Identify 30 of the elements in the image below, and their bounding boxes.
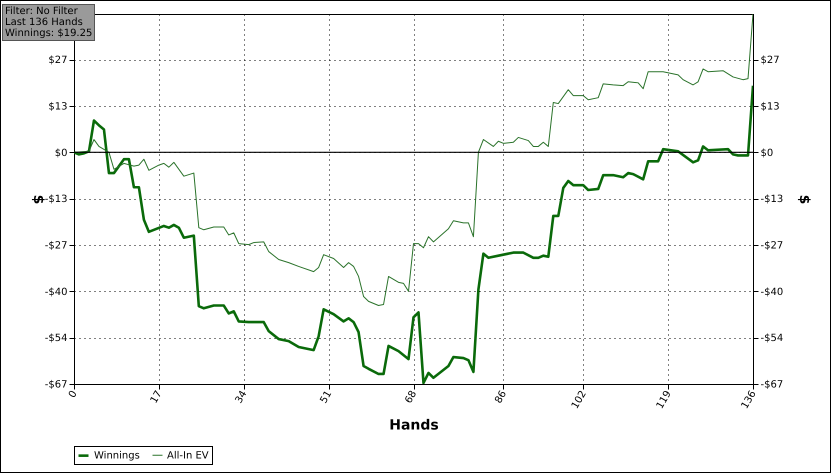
x-tick-label: 68 xyxy=(403,389,420,406)
x-tick-label: 34 xyxy=(234,389,250,406)
y2-axis-title: $ xyxy=(796,194,812,204)
y2-tick-label: -$67 xyxy=(760,380,784,390)
y2-tick-label: $13 xyxy=(760,101,780,112)
y-tick-label: -$40 xyxy=(44,286,68,298)
x-axis-title: Hands xyxy=(389,418,439,434)
y-tick-label: $0 xyxy=(54,148,68,159)
legend-label: All-In EV xyxy=(167,450,209,462)
y-tick-label: -$67 xyxy=(44,380,68,390)
x-tick-label: 17 xyxy=(148,389,165,406)
y2-tick-label: -$13 xyxy=(760,194,784,206)
y2-tick-label: -$40 xyxy=(760,286,784,298)
y2-tick-label: -$27 xyxy=(760,240,784,252)
legend-label: Winnings xyxy=(94,450,140,462)
y-tick-label: $27 xyxy=(48,55,68,66)
y-axis-title: $ xyxy=(30,194,46,204)
x-tick-label: 0 xyxy=(66,389,80,400)
y2-tick-label: $27 xyxy=(760,55,780,66)
y-tick-label: -$27 xyxy=(44,240,68,252)
x-tick-label: 51 xyxy=(318,389,334,406)
y-tick-label: -$54 xyxy=(44,333,68,344)
x-tick-label: 86 xyxy=(493,389,510,406)
y-tick-label: -$13 xyxy=(44,194,68,206)
annotation: Last 136 Hands xyxy=(5,17,84,28)
annotation: Winnings: $19.25 xyxy=(5,28,92,39)
annotation: Filter: No Filter xyxy=(5,6,79,17)
y-tick-label: $13 xyxy=(48,101,68,112)
y2-tick-label: -$54 xyxy=(760,333,784,344)
y2-tick-label: $0 xyxy=(760,148,774,159)
